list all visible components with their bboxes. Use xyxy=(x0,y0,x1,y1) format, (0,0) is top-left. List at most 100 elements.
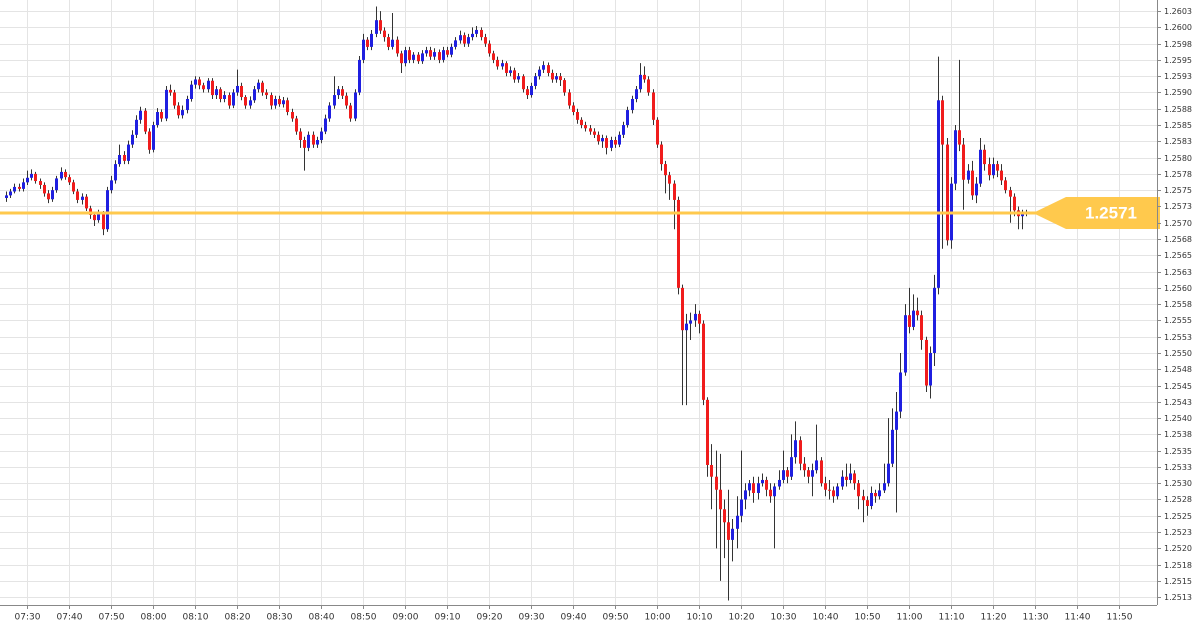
candle-body xyxy=(555,76,558,80)
candle-body xyxy=(874,492,877,497)
y-tick-label: 1.2553 xyxy=(1164,333,1192,342)
candle-body xyxy=(177,105,180,116)
candle-body xyxy=(740,499,743,516)
y-tick-label: 1.2558 xyxy=(1164,300,1192,309)
candle-body xyxy=(677,199,680,288)
y-tick-label: 1.2595 xyxy=(1164,56,1192,65)
x-tick-label: 08:20 xyxy=(225,613,251,623)
candle-body xyxy=(698,313,701,324)
candle-body xyxy=(681,287,684,331)
candle-body xyxy=(962,144,965,180)
candle-body xyxy=(480,29,483,38)
candle-body xyxy=(664,164,667,176)
y-tick-label: 1.2575 xyxy=(1164,186,1192,195)
candle-body xyxy=(223,95,226,99)
candle-body xyxy=(236,85,239,93)
candle-body xyxy=(668,175,671,184)
candle-body xyxy=(803,463,806,471)
y-tick-label: 1.2585 xyxy=(1164,121,1192,130)
y-tick-label: 1.2543 xyxy=(1164,398,1192,407)
x-tick-label: 10:10 xyxy=(687,613,713,623)
candle-body xyxy=(778,479,781,487)
candle-body xyxy=(954,130,957,184)
candle-body xyxy=(849,473,852,480)
candle-body xyxy=(505,63,508,73)
candle-body xyxy=(488,43,491,54)
candle-body xyxy=(534,76,537,86)
candle-body xyxy=(34,173,37,182)
candle-body xyxy=(215,89,218,96)
candle-body xyxy=(685,323,688,331)
candle-body xyxy=(55,178,58,191)
candle-body xyxy=(656,119,659,145)
candle-body xyxy=(114,164,117,181)
x-tick-label: 09:20 xyxy=(477,613,503,623)
candle-body xyxy=(589,128,592,132)
candle-body xyxy=(983,149,986,165)
price-tag xyxy=(1033,196,1160,229)
candle-body xyxy=(744,490,747,500)
candle-body xyxy=(568,92,571,106)
candle-body xyxy=(815,460,818,471)
y-tick-label: 1.2535 xyxy=(1164,447,1192,456)
candle-body xyxy=(295,118,298,132)
candle-body xyxy=(249,100,252,106)
candle-body xyxy=(186,98,189,111)
y-tick-label: 1.2583 xyxy=(1164,137,1192,146)
candle-body xyxy=(631,98,634,111)
y-tick-label: 1.2515 xyxy=(1164,577,1192,586)
candle-body xyxy=(51,190,54,200)
candle-body xyxy=(547,65,550,73)
candle-body xyxy=(358,59,361,93)
x-tick-label: 09:40 xyxy=(561,613,587,623)
candle-body xyxy=(484,37,487,44)
y-tick-label: 1.2540 xyxy=(1164,414,1192,423)
y-tick-label: 1.2513 xyxy=(1164,593,1192,602)
candle-body xyxy=(152,125,155,150)
candle-body xyxy=(81,196,84,200)
candle-body xyxy=(244,97,247,106)
candle-body xyxy=(324,118,327,132)
candle-body xyxy=(39,181,42,185)
candle-body xyxy=(1004,180,1007,191)
candle-body xyxy=(853,473,856,484)
candle-body xyxy=(563,80,566,93)
candle-body xyxy=(5,195,8,198)
candle-body xyxy=(13,186,16,192)
candle-body xyxy=(652,92,655,120)
candle-body xyxy=(333,95,336,106)
candle-body xyxy=(883,483,886,491)
candle-body xyxy=(370,33,373,47)
y-tick-label: 1.2538 xyxy=(1164,430,1192,439)
candle-body xyxy=(752,483,755,493)
candle-body xyxy=(328,105,331,119)
candle-body xyxy=(908,315,911,327)
candle-body xyxy=(937,100,940,288)
y-tick-label: 1.2568 xyxy=(1164,235,1192,244)
candle-body xyxy=(194,79,197,85)
y-tick-label: 1.2548 xyxy=(1164,365,1192,374)
candle-body xyxy=(207,80,210,90)
candle-body xyxy=(736,515,739,529)
candle-body xyxy=(870,492,873,507)
x-tick-label: 11:00 xyxy=(897,613,923,623)
candle-body xyxy=(694,313,697,321)
candle-body xyxy=(1009,190,1012,197)
candle-body xyxy=(673,183,676,200)
candle-body xyxy=(820,460,823,484)
candles: 1.2571 xyxy=(0,6,1160,601)
x-tick-label: 11:40 xyxy=(1065,613,1091,623)
candle-body xyxy=(904,315,907,373)
candle-body xyxy=(538,69,541,77)
x-tick-label: 09:00 xyxy=(393,613,419,623)
candle-body xyxy=(190,84,193,99)
candle-body xyxy=(1000,170,1003,181)
candle-body xyxy=(979,149,982,184)
x-tick-label: 07:50 xyxy=(99,613,125,623)
x-tick-label: 11:50 xyxy=(1107,613,1133,623)
candle-body xyxy=(202,85,205,90)
y-tick-label: 1.2533 xyxy=(1164,463,1192,472)
candle-body xyxy=(463,35,466,44)
candle-body xyxy=(253,89,256,101)
